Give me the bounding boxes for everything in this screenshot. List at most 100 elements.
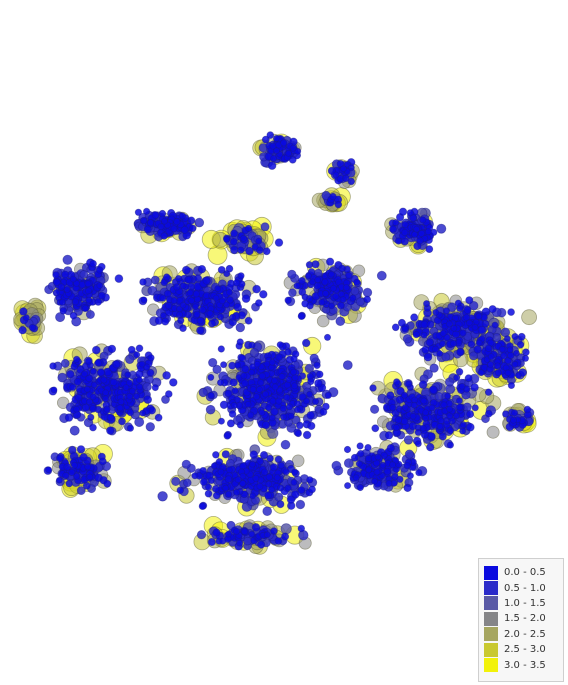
scatter-point <box>425 245 434 254</box>
scatter-point <box>454 299 462 307</box>
scatter-point <box>488 305 497 314</box>
scatter-point <box>306 411 315 420</box>
scatter-point <box>371 477 379 485</box>
scatter-point <box>314 379 323 388</box>
scatter-point <box>116 404 124 412</box>
scatter-point <box>355 297 365 307</box>
scatter-point <box>511 409 519 417</box>
scatter-point <box>103 405 111 413</box>
scatter-point <box>503 335 511 343</box>
scatter-point <box>303 397 311 405</box>
scatter-point <box>68 468 76 476</box>
scatter-point <box>444 392 452 400</box>
scatter-point <box>418 380 428 389</box>
scatter-point <box>439 340 446 348</box>
scatter-point <box>164 302 173 310</box>
scatter-point <box>233 488 241 496</box>
scatter-point <box>365 466 373 474</box>
scatter-point <box>290 478 298 486</box>
scatter-point <box>400 391 408 399</box>
scatter-point <box>234 476 242 484</box>
scatter-point <box>65 480 73 488</box>
scatter-point <box>356 442 364 450</box>
scatter-point <box>363 295 372 304</box>
scatter-point <box>226 419 235 428</box>
scatter-point <box>158 209 167 218</box>
scatter-point <box>486 425 500 439</box>
scatter-point <box>151 384 159 392</box>
legend: 0.0 - 0.5 0.5 - 1.0 1.0 - 1.5 1.5 - 2.0 … <box>478 558 564 682</box>
scatter-point <box>329 284 337 292</box>
scatter-point <box>154 413 163 422</box>
scatter-point <box>234 361 242 369</box>
legend-label: 0.0 - 0.5 <box>504 567 546 579</box>
scatter-point <box>294 429 302 438</box>
scatter-point <box>259 290 268 299</box>
scatter-point <box>90 381 98 389</box>
scatter-point <box>338 264 346 273</box>
scatter-point <box>277 461 285 470</box>
scatter-point <box>224 389 233 398</box>
legend-swatch <box>484 611 498 626</box>
scatter-point <box>49 362 57 370</box>
scatter-point <box>386 443 395 453</box>
scatter-point <box>274 455 283 464</box>
scatter-point <box>409 412 417 420</box>
scatter-point <box>477 369 485 377</box>
scatter-point <box>481 319 490 328</box>
scatter-point <box>236 421 244 429</box>
scatter-point <box>268 414 276 422</box>
scatter-point <box>265 404 273 412</box>
scatter-point <box>221 450 230 459</box>
legend-entry-2: 1.0 - 1.5 <box>484 596 563 611</box>
scatter-point <box>96 282 104 289</box>
scatter-point <box>212 294 220 302</box>
scatter-point <box>86 473 94 481</box>
scatter-point <box>462 313 471 322</box>
scatter-point <box>62 471 70 480</box>
scatter-point <box>515 371 522 379</box>
scatter-point <box>396 475 404 483</box>
scatter-point <box>143 395 153 404</box>
scatter-point <box>73 377 82 386</box>
legend-entry-6: 3.0 - 3.5 <box>484 657 563 673</box>
scatter-point <box>205 404 216 415</box>
scatter-point <box>198 387 208 398</box>
scatter-point <box>106 413 115 422</box>
scatter-point <box>446 427 454 435</box>
scatter-point <box>389 403 397 412</box>
scatter-point <box>357 450 365 458</box>
scatter-point <box>293 282 301 290</box>
scatter-point <box>334 200 343 209</box>
scatter-point <box>305 272 313 280</box>
scatter-point <box>353 278 361 286</box>
scatter-point <box>84 287 92 295</box>
scatter-point <box>140 296 148 304</box>
scatter-point <box>89 367 97 375</box>
scatter-point <box>441 352 451 362</box>
scatter-point <box>251 523 261 532</box>
legend-swatch <box>484 658 498 673</box>
scatter-point <box>517 332 526 341</box>
scatter-point <box>471 404 479 412</box>
scatter-point <box>484 409 493 418</box>
scatter-point <box>291 468 299 476</box>
scatter-point <box>398 207 408 216</box>
scatter-point <box>84 280 92 288</box>
scatter-point <box>364 443 372 452</box>
scatter-point <box>459 421 467 429</box>
scatter-point <box>202 276 211 285</box>
scatter-point <box>193 310 201 318</box>
scatter-point <box>147 354 155 362</box>
scatter-point <box>423 300 431 308</box>
scatter-point <box>455 367 464 376</box>
scatter-point <box>252 284 261 294</box>
scatter-point <box>142 382 152 392</box>
scatter-point <box>405 380 413 388</box>
scatter-point <box>176 311 184 319</box>
scatter-point <box>349 294 357 302</box>
scatter-point <box>216 379 224 387</box>
scatter-point <box>238 354 247 362</box>
scatter-point <box>285 149 293 157</box>
